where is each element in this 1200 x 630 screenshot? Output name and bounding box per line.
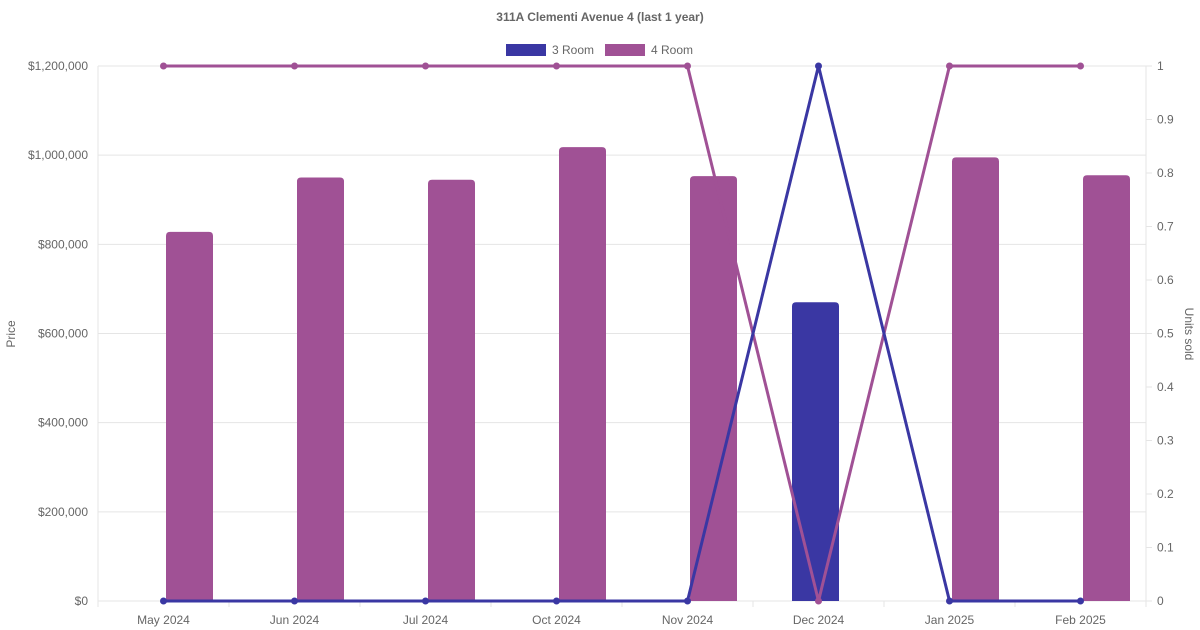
lines xyxy=(160,62,1084,605)
point-4-room-jan-2025[interactable] xyxy=(946,62,953,70)
point-3-room-jan-2025[interactable] xyxy=(946,597,953,605)
y-left-tick-label: $0 xyxy=(75,594,89,608)
y-right-tick-label: 0.7 xyxy=(1157,220,1174,234)
point-4-room-may-2024[interactable] xyxy=(160,62,167,70)
y-left-tick-label: $1,200,000 xyxy=(28,59,88,73)
x-tick-label: Jul 2024 xyxy=(403,613,449,627)
x-tick-label: Oct 2024 xyxy=(532,613,581,627)
y-right-tick-label: 0.9 xyxy=(1157,113,1174,127)
x-tick-label: Feb 2025 xyxy=(1055,613,1106,627)
y-left-tick-label: $200,000 xyxy=(38,505,88,519)
line-4-room xyxy=(163,64,1081,603)
bar-4-room-jul-2024[interactable] xyxy=(428,179,475,601)
y-right-tick-label: 0.3 xyxy=(1157,434,1174,448)
bar-4-room-nov-2024[interactable] xyxy=(690,176,737,601)
legend-swatch-3-room xyxy=(506,44,546,56)
y-left-tick-label: $1,000,000 xyxy=(28,148,88,162)
point-4-room-dec-2024[interactable] xyxy=(815,597,822,605)
legend-label-4-room: 4 Room xyxy=(651,43,693,57)
x-tick-label: Jan 2025 xyxy=(925,613,975,627)
point-3-room-dec-2024[interactable] xyxy=(815,62,822,70)
bar-4-room-jan-2025[interactable] xyxy=(952,157,999,602)
point-4-room-nov-2024[interactable] xyxy=(684,62,691,70)
y-right-tick-label: 0.8 xyxy=(1157,166,1174,180)
x-axis-ticks: May 2024 Jun 2024 Jul 2024 Oct 2024 Nov 2024… xyxy=(137,613,1106,627)
x-tick-label: Dec 2024 xyxy=(793,613,845,627)
y-axis-label-left: Price xyxy=(4,320,18,348)
y-right-tick-label: 0.1 xyxy=(1157,541,1174,555)
y-left-tick-label: $400,000 xyxy=(38,416,88,430)
legend-swatch-4-room xyxy=(605,44,645,56)
point-4-room-jun-2024[interactable] xyxy=(291,62,298,70)
y-right-tick-label: 0.4 xyxy=(1157,380,1174,394)
y-right-tick-label: 0.5 xyxy=(1157,327,1174,341)
y-right-tick-label: 1 xyxy=(1157,59,1164,73)
point-3-room-feb-2025[interactable] xyxy=(1077,597,1084,605)
line-3-room xyxy=(163,64,1081,603)
bar-4-room-oct-2024[interactable] xyxy=(559,147,606,601)
x-tick-label: May 2024 xyxy=(137,613,190,627)
legend: 3 Room 4 Room xyxy=(506,43,693,57)
y-right-tick-label: 0.2 xyxy=(1157,487,1174,501)
legend-item-3-room[interactable]: 3 Room xyxy=(506,43,594,57)
point-4-room-feb-2025[interactable] xyxy=(1077,62,1084,70)
point-3-room-jun-2024[interactable] xyxy=(291,597,298,605)
y-left-tick-label: $800,000 xyxy=(38,237,88,251)
point-4-room-jul-2024[interactable] xyxy=(422,62,429,70)
chart-title: 311A Clementi Avenue 4 (last 1 year) xyxy=(496,10,703,24)
point-3-room-oct-2024[interactable] xyxy=(553,597,560,605)
y-right-tick-label: 0.6 xyxy=(1157,273,1174,287)
x-tick-label: Jun 2024 xyxy=(270,613,320,627)
point-4-room-oct-2024[interactable] xyxy=(553,62,560,70)
y-right-tick-label: 0 xyxy=(1157,594,1164,608)
y-axis-label-right: Units sold xyxy=(1182,308,1196,361)
y-left-tick-label: $600,000 xyxy=(38,327,88,341)
point-3-room-may-2024[interactable] xyxy=(160,597,167,605)
y-axis-left-ticks: $0 $200,000 $400,000 $600,000 $800,000 $1,000… xyxy=(28,59,88,608)
legend-item-4-room[interactable]: 4 Room xyxy=(605,43,693,57)
bar-4-room-feb-2025[interactable] xyxy=(1083,175,1130,601)
y-axis-right-ticks: 0 0.1 0.2 0.3 0.4 0.5 0.6 0.7 0.8 0.9 1 xyxy=(1146,59,1174,608)
bar-4-room-may-2024[interactable] xyxy=(166,231,213,601)
bars xyxy=(166,147,1130,602)
bar-3-room-dec-2024[interactable] xyxy=(792,302,839,601)
legend-label-3-room: 3 Room xyxy=(552,43,594,57)
bar-4-room-jun-2024[interactable] xyxy=(297,177,344,602)
x-tick-label: Nov 2024 xyxy=(662,613,714,627)
point-3-room-jul-2024[interactable] xyxy=(422,597,429,605)
point-3-room-nov-2024[interactable] xyxy=(684,597,691,605)
